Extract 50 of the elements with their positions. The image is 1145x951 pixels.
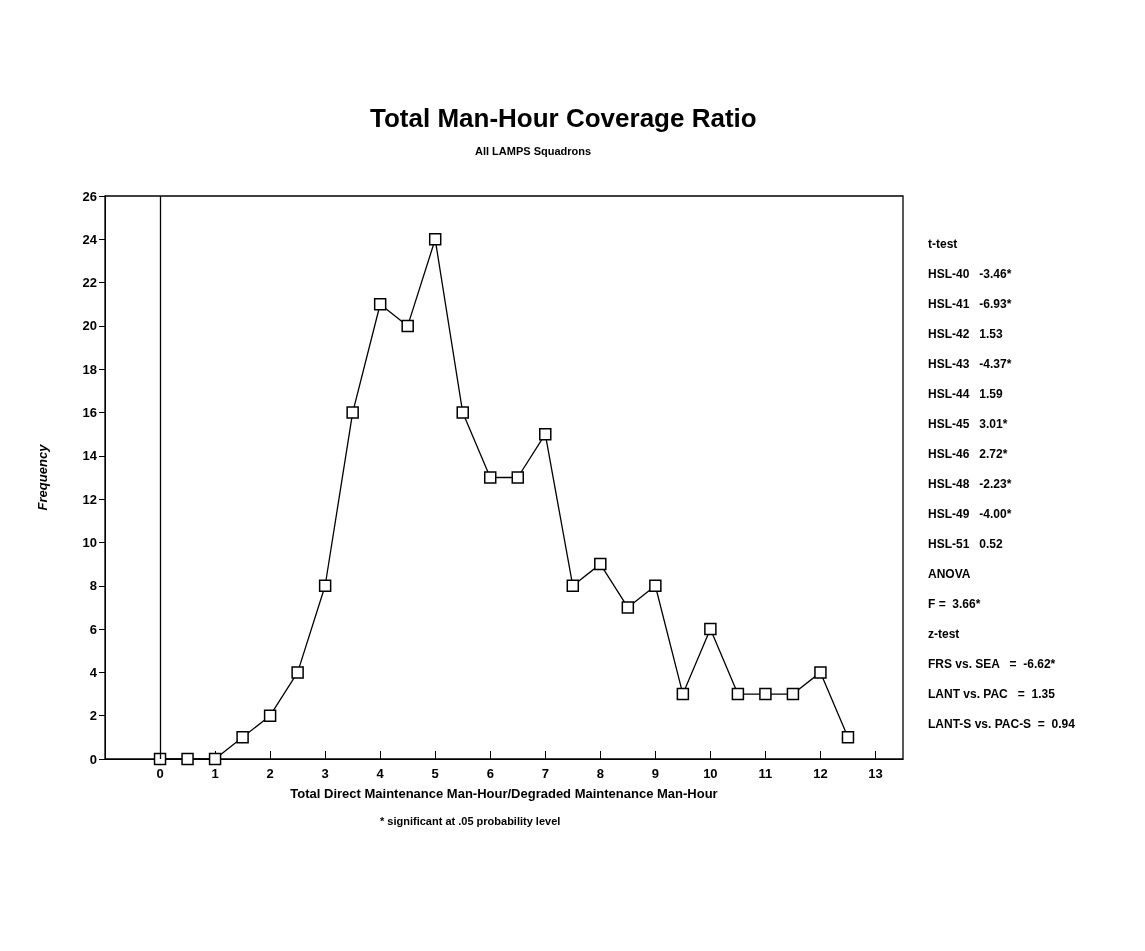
- x-tick-label: 1: [211, 766, 219, 781]
- y-tick-label: 16: [82, 405, 97, 421]
- text: HSL-49 -4.00*: [928, 507, 1012, 521]
- x-tick-label: 11: [758, 766, 773, 781]
- text: HSL-45 3.01*: [928, 417, 1008, 431]
- text: ANOVA: [928, 567, 971, 581]
- text: t-test: [928, 237, 958, 251]
- y-axis-title: Frequency: [35, 443, 50, 511]
- y-tick-label: 18: [82, 361, 97, 377]
- x-tick-label: 3: [321, 766, 329, 781]
- text: LANT-S vs. PAC-S = 0.94: [928, 717, 1076, 731]
- x-tick-label: 10: [703, 766, 718, 781]
- text: HSL-43 -4.37*: [928, 357, 1012, 371]
- x-tick-label: 13: [868, 766, 883, 781]
- x-tick-label: 6: [486, 766, 494, 781]
- y-tick-label: 26: [82, 188, 97, 204]
- y-tick-label: 10: [82, 534, 97, 550]
- x-tick-label: 0: [156, 766, 164, 781]
- y-tick-label: 20: [82, 318, 97, 334]
- y-tick-label: 22: [82, 275, 97, 291]
- chart-subtitle: All LAMPS Squadrons: [475, 144, 592, 157]
- x-tick-label: 12: [813, 766, 828, 781]
- y-tick-label: 6: [89, 621, 97, 637]
- x-tick-label: 5: [431, 766, 439, 781]
- x-tick-label: 4: [376, 766, 385, 781]
- text: LANT vs. PAC = 1.35: [928, 687, 1056, 701]
- text: HSL-44 1.59: [928, 387, 1004, 401]
- text: FRS vs. SEA = -6.62*: [928, 657, 1056, 671]
- y-tick-label: 24: [82, 231, 98, 247]
- x-tick-label: 9: [651, 766, 659, 781]
- text: z-test: [928, 627, 960, 641]
- text: HSL-46 2.72*: [928, 447, 1008, 461]
- y-tick-label: 14: [82, 448, 98, 464]
- y-tick-label: 4: [89, 664, 98, 680]
- x-tick-label: 8: [596, 766, 604, 781]
- text: HSL-40 -3.46*: [928, 267, 1012, 281]
- text: F = 3.66*: [928, 597, 981, 611]
- x-tick-label: 7: [541, 766, 549, 781]
- y-tick-label: 0: [89, 751, 97, 767]
- y-tick-label: 8: [89, 578, 97, 594]
- y-tick-label: 2: [89, 708, 97, 724]
- text: HSL-41 -6.93*: [928, 297, 1012, 311]
- text: HSL-51 0.52: [928, 537, 1004, 551]
- text: * significant at .05 probability level: [380, 814, 561, 827]
- x-tick-label: 2: [266, 766, 274, 781]
- chart-title: Total Man-Hour Coverage Ratio: [370, 103, 757, 133]
- y-tick-label: 12: [82, 491, 97, 507]
- x-axis-title: Total Direct Maintenance Man-Hour/Degraded Maintenance Man-Hour: [290, 786, 718, 801]
- text: HSL-48 -2.23*: [928, 477, 1012, 491]
- text: HSL-42 1.53: [928, 327, 1004, 341]
